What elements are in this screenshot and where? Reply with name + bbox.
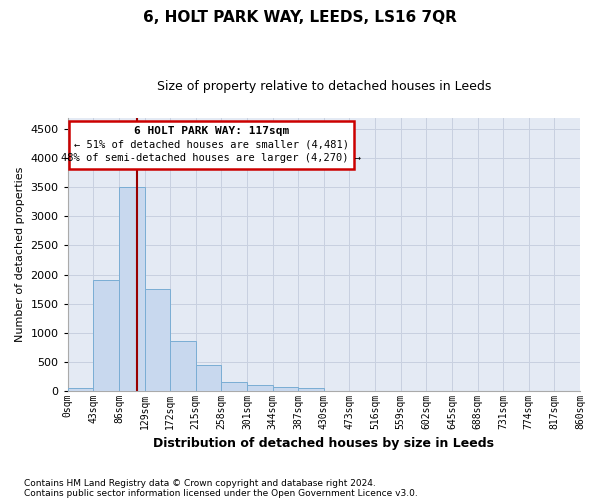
Text: 48% of semi-detached houses are larger (4,270) →: 48% of semi-detached houses are larger (… [61,154,361,164]
Text: 6 HOLT PARK WAY: 117sqm: 6 HOLT PARK WAY: 117sqm [134,126,289,136]
Bar [170,342,196,390]
Bar [68,388,94,390]
Text: Contains HM Land Registry data © Crown copyright and database right 2024.: Contains HM Land Registry data © Crown c… [24,478,376,488]
Text: ← 51% of detached houses are smaller (4,481): ← 51% of detached houses are smaller (4,… [74,140,349,150]
X-axis label: Distribution of detached houses by size in Leeds: Distribution of detached houses by size … [154,437,494,450]
Bar [298,388,324,390]
Bar [94,280,119,390]
Bar [221,382,247,390]
Text: 6, HOLT PARK WAY, LEEDS, LS16 7QR: 6, HOLT PARK WAY, LEEDS, LS16 7QR [143,10,457,25]
Bar [145,289,170,390]
FancyBboxPatch shape [69,120,353,169]
Bar [119,188,145,390]
Y-axis label: Number of detached properties: Number of detached properties [15,166,25,342]
Bar [247,386,272,390]
Bar [272,387,298,390]
Text: Contains public sector information licensed under the Open Government Licence v3: Contains public sector information licen… [24,488,418,498]
Title: Size of property relative to detached houses in Leeds: Size of property relative to detached ho… [157,80,491,93]
Bar [196,364,221,390]
